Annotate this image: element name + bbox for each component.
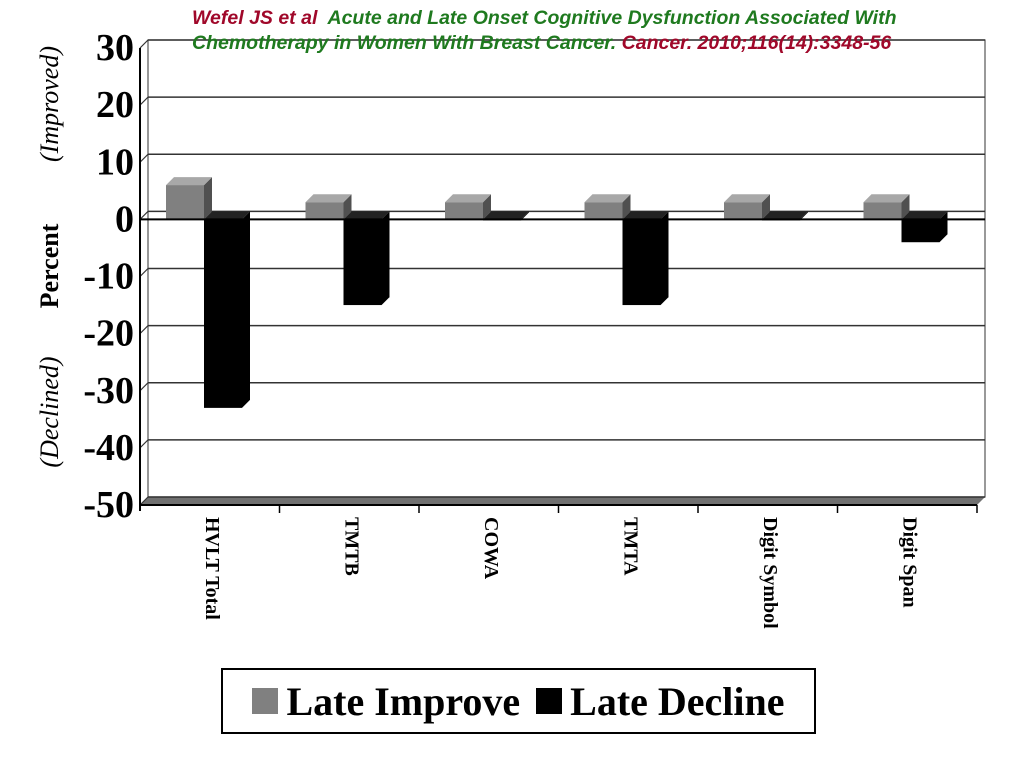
y-tick-label: -40 bbox=[83, 427, 134, 469]
y-tick-label: 20 bbox=[96, 84, 134, 126]
gridline-depth bbox=[139, 268, 149, 277]
bar-late-decline-side bbox=[381, 211, 390, 306]
bar-late-decline bbox=[901, 211, 948, 243]
legend-item-late-decline: Late Decline bbox=[536, 678, 785, 725]
bar-late-improve-side bbox=[483, 194, 491, 220]
gridline-depth bbox=[139, 96, 149, 106]
bar-late-decline-top bbox=[204, 211, 250, 220]
bar-late-decline bbox=[343, 211, 390, 306]
bar-late-improve-top bbox=[166, 177, 212, 186]
y-tick-label: 0 bbox=[115, 198, 134, 240]
bar-late-decline-top bbox=[901, 211, 948, 220]
y-axis-label: Percent bbox=[35, 223, 64, 308]
bar-late-improve-top bbox=[445, 194, 491, 203]
gridline-depth bbox=[139, 153, 149, 163]
legend-label-late-improve: Late Improve bbox=[286, 678, 521, 724]
bar-late-improve bbox=[166, 177, 212, 220]
gridline-depth bbox=[139, 39, 149, 49]
gridline-depth bbox=[139, 382, 149, 392]
axes-group bbox=[139, 48, 985, 513]
bar-late-improve-front bbox=[166, 185, 204, 220]
bar-late-improve bbox=[445, 194, 491, 220]
bar-late-improve-front bbox=[724, 202, 762, 220]
citation-line-2: Chemotherapy in Women With Breast Cancer… bbox=[192, 31, 1022, 56]
legend: Late Improve Late Decline bbox=[221, 668, 816, 734]
y-tick-label: -50 bbox=[83, 484, 134, 526]
bar-late-improve-top bbox=[724, 194, 770, 203]
gridline-depth bbox=[139, 439, 149, 449]
x-category-label: Digit Symbol bbox=[759, 517, 781, 629]
legend-label-late-decline: Late Decline bbox=[570, 678, 785, 724]
bar-late-improve-side bbox=[343, 194, 352, 220]
x-category-label: TMTB bbox=[340, 517, 362, 576]
bar-late-improve bbox=[863, 194, 910, 220]
bar-late-decline-side bbox=[242, 211, 250, 408]
y-tick-label: 10 bbox=[96, 141, 134, 183]
bar-late-improve-front bbox=[305, 202, 344, 220]
bar-late-decline bbox=[204, 211, 250, 408]
citation-title-2: Chemotherapy in Women With Breast Cancer… bbox=[192, 32, 617, 54]
y-tick-label: -20 bbox=[83, 313, 134, 355]
bar-late-improve bbox=[724, 194, 770, 220]
legend-item-late-improve: Late Improve bbox=[252, 678, 520, 725]
bar-late-improve-top bbox=[863, 194, 910, 203]
bars-group bbox=[166, 177, 948, 408]
x-category-label: TMTA bbox=[619, 517, 641, 576]
citation-line-1: Wefel JS et al Acute and Late Onset Cogn… bbox=[192, 6, 1022, 31]
y-axis-label-improved: (Improved) bbox=[35, 46, 64, 162]
bar-late-decline-side bbox=[800, 211, 808, 221]
citation-journal: Cancer. 2010;116(14):3348-56 bbox=[621, 32, 892, 54]
bar-late-decline-front bbox=[204, 219, 242, 408]
bar-late-improve-top bbox=[305, 194, 352, 203]
citation: Wefel JS et al Acute and Late Onset Cogn… bbox=[192, 6, 1022, 56]
bar-late-decline-side bbox=[660, 211, 669, 306]
gridline-depth bbox=[139, 325, 149, 335]
bar-late-decline-top bbox=[762, 211, 808, 220]
bar-late-decline bbox=[622, 211, 669, 306]
bar-late-decline-side bbox=[521, 211, 529, 221]
bar-late-improve-side bbox=[762, 194, 770, 220]
y-tick-label: -30 bbox=[83, 370, 134, 412]
y-tick-labels: 30 20 10 0 -10 -20 -30 -40 -50 bbox=[83, 27, 134, 526]
bar-late-improve bbox=[584, 194, 631, 220]
bar-late-improve bbox=[305, 194, 352, 220]
bar-late-decline-front bbox=[622, 219, 661, 306]
bar-late-improve-side bbox=[204, 177, 212, 220]
citation-title-1: Acute and Late Onset Cognitive Dysfuncti… bbox=[327, 7, 897, 29]
legend-swatch-late-improve bbox=[252, 688, 279, 714]
x-category-label: Digit Span bbox=[898, 517, 920, 608]
bar-late-decline-front bbox=[901, 219, 940, 243]
y-tick-label: -10 bbox=[83, 256, 134, 298]
y-axis-label-declined: (Declined) bbox=[35, 356, 64, 467]
citation-author: Wefel JS et al bbox=[192, 7, 318, 29]
x-category-label: COWA bbox=[480, 517, 502, 580]
bar-late-improve-side bbox=[622, 194, 631, 220]
x-category-label: HVLT Total bbox=[201, 517, 223, 620]
bar-late-improve-side bbox=[901, 194, 910, 220]
y-tick-label: 30 bbox=[96, 27, 134, 69]
bar-late-improve-top bbox=[584, 194, 631, 203]
bar-late-improve-front bbox=[584, 202, 623, 220]
x-category-labels: HVLT Total TMTB COWA TMTA Digit Symbol Digit … bbox=[201, 517, 921, 629]
plot-floor bbox=[140, 497, 985, 505]
gridline-depth bbox=[139, 210, 149, 220]
bar-late-decline-top bbox=[343, 211, 390, 220]
bar-late-decline-top bbox=[622, 211, 669, 220]
bar-late-improve-front bbox=[863, 202, 902, 220]
bar-late-decline-front bbox=[343, 219, 382, 306]
bar-late-improve-front bbox=[445, 202, 483, 220]
legend-swatch-late-decline bbox=[536, 688, 563, 714]
bar-late-decline-top bbox=[483, 211, 529, 220]
grid-lines bbox=[139, 39, 986, 506]
gridline-depth bbox=[139, 496, 149, 506]
